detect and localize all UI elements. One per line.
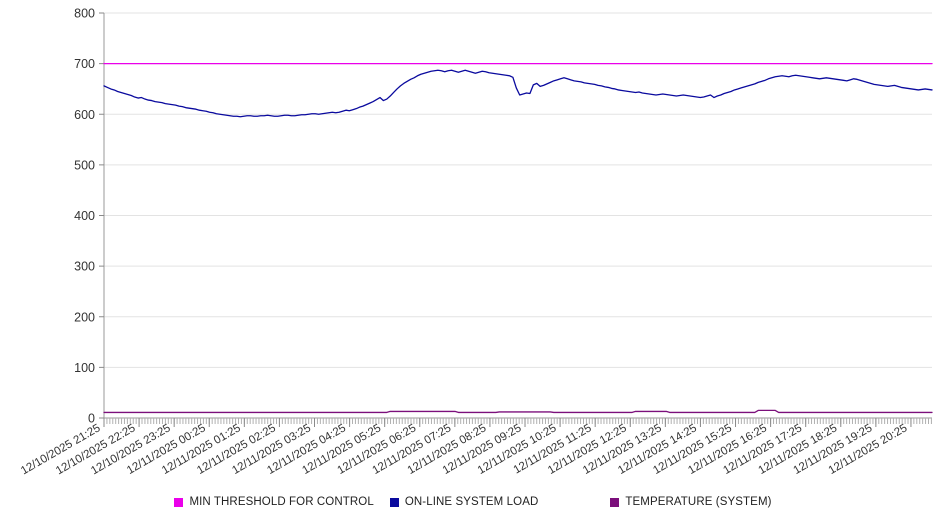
legend-item-temperature-system[interactable]: TEMPERATURE (SYSTEM) [610, 496, 771, 508]
y-tick-labels: 0 100 200 300 400 500 600 700 800 [74, 7, 95, 426]
legend-label-min-threshold: MIN THRESHOLD FOR CONTROL [189, 496, 374, 508]
legend-swatch-icon-temperature [610, 497, 620, 507]
plot-area: 0 100 200 300 400 500 600 700 800 12/10/2025 21:… [19, 7, 933, 477]
series-line-1 [103, 69, 933, 118]
legend-swatch-icon-system-load [389, 497, 399, 507]
series-line-2 [103, 409, 933, 414]
data-series [103, 62, 933, 414]
gridlines [104, 12, 932, 368]
legend-label-temperature: TEMPERATURE (SYSTEM) [625, 496, 772, 508]
y-tick-label: 100 [74, 361, 95, 375]
x-axis [103, 417, 932, 427]
y-tick-label: 800 [74, 7, 95, 21]
y-tick-label: 500 [74, 158, 95, 172]
y-tick-label: 0 [88, 412, 95, 426]
chart-legend: MIN THRESHOLD FOR CONTROL ON-LINE SYSTEM… [0, 496, 946, 508]
y-tick-label: 300 [74, 260, 95, 274]
legend-label-system-load: ON-LINE SYSTEM LOAD [404, 496, 539, 508]
legend-item-min-threshold-for-control[interactable]: MIN THRESHOLD FOR CONTROL [174, 496, 374, 508]
legend-item-on-line-system-load[interactable]: ON-LINE SYSTEM LOAD [389, 496, 539, 508]
y-axis [99, 12, 105, 419]
y-tick-label: 200 [74, 310, 95, 324]
y-tick-label: 400 [74, 209, 95, 223]
y-tick-label: 600 [74, 108, 95, 122]
y-tick-label: 700 [74, 57, 95, 71]
legend-swatch-icon-min-threshold [174, 497, 184, 507]
